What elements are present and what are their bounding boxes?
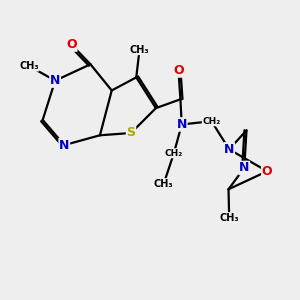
Text: CH₃: CH₃ xyxy=(154,179,174,189)
Text: CH₃: CH₃ xyxy=(219,213,239,223)
Text: N: N xyxy=(176,118,187,131)
Text: S: S xyxy=(127,127,136,140)
Text: CH₃: CH₃ xyxy=(19,61,39,71)
Text: O: O xyxy=(173,64,184,77)
Text: CH₂: CH₂ xyxy=(165,149,183,158)
Text: O: O xyxy=(262,165,272,178)
Text: N: N xyxy=(59,139,70,152)
Text: CH₃: CH₃ xyxy=(130,45,149,55)
Text: N: N xyxy=(239,161,249,175)
Text: CH₂: CH₂ xyxy=(202,117,220,126)
Text: O: O xyxy=(66,38,77,51)
Text: N: N xyxy=(50,74,60,87)
Text: N: N xyxy=(224,143,234,156)
